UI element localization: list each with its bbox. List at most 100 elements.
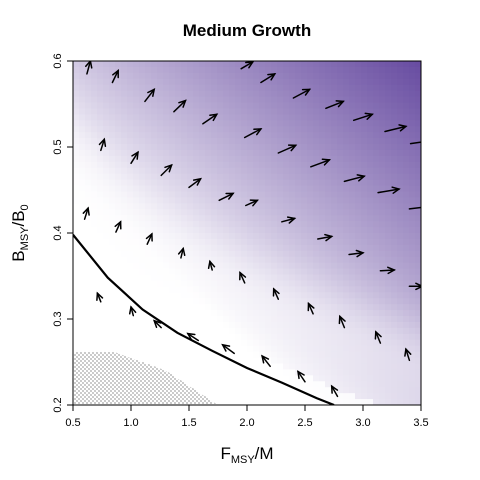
heatmap-cell	[361, 268, 368, 276]
heatmap-cell	[343, 357, 350, 365]
heatmap-cell	[217, 96, 224, 104]
heatmap-cell	[205, 381, 212, 388]
heatmap-cell	[181, 173, 188, 181]
heatmap-cell	[337, 96, 344, 104]
heatmap-cell	[265, 233, 272, 240]
heatmap-cell	[325, 179, 332, 187]
heatmap-cell	[211, 351, 218, 359]
heatmap-cell	[385, 167, 392, 175]
heatmap-cell	[241, 155, 248, 163]
heatmap-cell	[331, 185, 338, 193]
heatmap-cell	[103, 155, 110, 163]
heatmap-cell	[409, 173, 416, 181]
heatmap-cell	[313, 321, 320, 329]
heatmap-cell	[73, 167, 80, 175]
heatmap-cell	[271, 262, 278, 270]
heatmap-cell	[217, 268, 224, 276]
heatmap-cell	[169, 250, 176, 258]
heatmap-cell	[259, 316, 266, 323]
heatmap-cell	[325, 339, 332, 347]
heatmap-cell	[127, 215, 134, 222]
heatmap-cell	[247, 61, 254, 68]
heatmap-cell	[415, 179, 421, 187]
heatmap-cell	[97, 191, 104, 199]
heatmap-cell	[235, 310, 242, 317]
heatmap-cell	[415, 155, 421, 163]
heatmap-cell	[211, 345, 218, 353]
heatmap-cell	[241, 132, 248, 139]
heatmap-cell	[301, 108, 308, 115]
heatmap-cell	[319, 274, 326, 282]
heatmap-cell	[355, 256, 362, 264]
heatmap-cell	[391, 61, 398, 68]
heatmap-cell	[73, 138, 80, 145]
heatmap-cell	[151, 233, 158, 240]
heatmap-cell	[259, 149, 266, 157]
heatmap-cell	[211, 250, 218, 258]
heatmap-cell	[277, 250, 284, 258]
heatmap-cell	[283, 233, 290, 240]
heatmap-cell	[133, 84, 140, 92]
heatmap-cell	[97, 280, 104, 287]
heatmap-cell	[283, 114, 290, 121]
heatmap-cell	[301, 274, 308, 282]
heatmap-cell	[187, 316, 194, 323]
heatmap-cell	[307, 345, 314, 353]
heatmap-cell	[283, 280, 290, 287]
heatmap-cell	[361, 357, 368, 365]
heatmap-cell	[97, 84, 104, 92]
heatmap-cell	[409, 203, 416, 210]
heatmap-cell	[241, 72, 248, 80]
heatmap-cell	[193, 363, 200, 371]
heatmap-cell	[271, 363, 278, 371]
heatmap-cell	[271, 72, 278, 80]
heatmap-cell	[205, 173, 212, 181]
heatmap-cell	[211, 155, 218, 163]
heatmap-cell	[181, 149, 188, 157]
heatmap-cell	[241, 191, 248, 199]
heatmap-cell	[247, 72, 254, 80]
heatmap-cell	[145, 250, 152, 258]
heatmap-cell	[127, 155, 134, 163]
heatmap-cell	[253, 90, 260, 98]
heatmap-cell	[181, 215, 188, 222]
y-tick-label: 0.4	[52, 225, 64, 240]
heatmap-cell	[187, 298, 194, 305]
heatmap-cell	[355, 351, 362, 359]
heatmap-cell	[229, 298, 236, 305]
heatmap-cell	[79, 274, 86, 282]
heatmap-cell	[331, 357, 338, 365]
heatmap-cell	[283, 102, 290, 110]
heatmap-cell	[139, 256, 146, 264]
heatmap-cell	[175, 126, 182, 133]
heatmap-cell	[403, 227, 410, 234]
heatmap-cell	[85, 238, 92, 246]
heatmap-cell	[295, 90, 302, 98]
heatmap-cell	[367, 321, 374, 329]
heatmap-cell	[331, 191, 338, 199]
heatmap-cell	[121, 132, 128, 139]
heatmap-cell	[259, 132, 266, 139]
heatmap-cell	[253, 292, 260, 299]
heatmap-cell	[121, 209, 128, 216]
heatmap-cell	[241, 262, 248, 270]
heatmap-cell	[127, 96, 134, 104]
vector-arrow	[130, 150, 139, 165]
heatmap-cell	[121, 316, 128, 323]
heatmap-cell	[409, 155, 416, 163]
heatmap-cell	[199, 173, 206, 181]
heatmap-cell	[145, 209, 152, 216]
heatmap-cell	[283, 149, 290, 157]
heatmap-cell	[193, 351, 200, 359]
heatmap-cell	[193, 90, 200, 98]
heatmap-cell	[265, 262, 272, 270]
heatmap-cell	[301, 339, 308, 347]
heatmap-cell	[163, 363, 170, 371]
heatmap-cell	[73, 144, 80, 151]
heatmap-cell	[151, 316, 158, 323]
heatmap-cell	[157, 197, 164, 204]
heatmap-cell	[253, 209, 260, 216]
heatmap-cell	[211, 274, 218, 282]
heatmap-cell	[175, 161, 182, 169]
heatmap-cell	[163, 339, 170, 347]
